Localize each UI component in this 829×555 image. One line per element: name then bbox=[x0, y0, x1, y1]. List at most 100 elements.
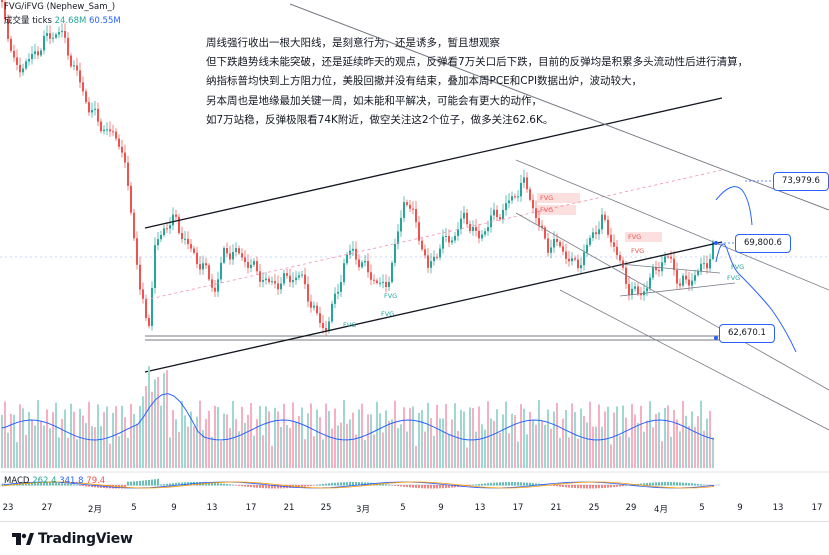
candle-body bbox=[274, 281, 276, 284]
macd-histogram-bar bbox=[208, 482, 210, 486]
candle-body bbox=[439, 248, 441, 258]
macd-histogram-bar bbox=[154, 479, 156, 486]
volume-bar bbox=[181, 401, 183, 468]
volume-bar bbox=[208, 410, 210, 468]
volume-bar bbox=[487, 401, 489, 468]
volume-bar bbox=[163, 373, 165, 468]
candle-body bbox=[334, 293, 336, 304]
macd-histogram-bar bbox=[514, 482, 516, 486]
brand-name: TradingView bbox=[38, 531, 133, 547]
volume-bar bbox=[670, 436, 672, 468]
volume-bar bbox=[133, 414, 135, 468]
volume-bar bbox=[406, 431, 408, 468]
macd-histogram-bar bbox=[1, 484, 3, 486]
candle-body bbox=[211, 279, 213, 288]
candle-body bbox=[118, 138, 120, 147]
price-marker bbox=[714, 241, 718, 245]
volume-bar bbox=[97, 404, 99, 468]
macd-histogram-bar bbox=[358, 482, 360, 486]
volume-bar bbox=[85, 423, 87, 468]
macd-histogram-bar bbox=[706, 485, 708, 486]
macd-histogram-bar bbox=[352, 482, 354, 486]
projection-path bbox=[715, 186, 753, 226]
volume-suffix: ticks bbox=[32, 16, 52, 26]
candle-body bbox=[505, 203, 507, 211]
volume-bar bbox=[586, 422, 588, 468]
macd-histogram-bar bbox=[454, 485, 456, 488]
candle-body bbox=[79, 70, 81, 83]
volume-bar bbox=[574, 412, 576, 468]
macd-histogram-bar bbox=[496, 482, 498, 486]
candle-body bbox=[208, 265, 210, 280]
macd-histogram-bar bbox=[439, 485, 441, 489]
volume-bar bbox=[199, 400, 201, 468]
candle-body bbox=[511, 196, 513, 201]
candle-body bbox=[235, 248, 237, 253]
macd-histogram-bar bbox=[334, 482, 336, 486]
fvg-green-label: FVG bbox=[343, 321, 357, 329]
candle-body bbox=[346, 254, 348, 264]
macd-histogram-bar bbox=[649, 482, 651, 486]
volume-bar bbox=[667, 405, 669, 468]
candle-body bbox=[70, 55, 72, 67]
candle-body bbox=[400, 217, 402, 232]
candle-body bbox=[601, 214, 603, 230]
candle-body bbox=[538, 218, 540, 226]
volume-ma-line bbox=[1, 393, 715, 441]
macd-histogram-bar bbox=[493, 482, 495, 486]
volume-bar bbox=[514, 415, 516, 468]
candle-body bbox=[160, 235, 162, 240]
macd-histogram-bar bbox=[688, 483, 690, 486]
macd-histogram-bar bbox=[58, 482, 60, 486]
macd-signal-line bbox=[1, 481, 715, 489]
macd-histogram-bar bbox=[679, 482, 681, 486]
candle-body bbox=[373, 279, 375, 281]
macd-histogram-bar bbox=[310, 485, 312, 486]
volume-bar bbox=[364, 440, 366, 468]
annotation-line: 纳指标普均快到上方阻力位，美股回撤并没有结束，叠加本周PCE和CPI数据出炉，波… bbox=[206, 75, 643, 88]
volume-bar bbox=[52, 411, 54, 468]
candle-body bbox=[430, 261, 432, 268]
macd-histogram-bar bbox=[73, 484, 75, 486]
tradingview-logo[interactable]: TradingView bbox=[12, 531, 133, 547]
volume-bar bbox=[292, 402, 294, 468]
candle-body bbox=[553, 239, 555, 248]
candle-body bbox=[52, 37, 54, 39]
channel-line bbox=[515, 159, 829, 291]
candle-body bbox=[583, 252, 585, 266]
volume-bar bbox=[367, 414, 369, 468]
volume-bar bbox=[532, 419, 534, 468]
volume-bar bbox=[538, 400, 540, 468]
price-label-upper: 73,979.6 bbox=[773, 172, 829, 191]
macd-histogram-bar bbox=[382, 483, 384, 486]
volume-bar bbox=[505, 401, 507, 468]
volume-bar bbox=[475, 431, 477, 468]
x-tick-label: 13 bbox=[772, 503, 784, 513]
volume-bar bbox=[454, 403, 456, 468]
macd-histogram-bar bbox=[616, 485, 618, 487]
candle-body bbox=[562, 246, 564, 252]
volume-bar bbox=[166, 370, 168, 468]
candle-body bbox=[445, 236, 447, 238]
volume-bar bbox=[118, 436, 120, 468]
volume-bar bbox=[55, 402, 57, 468]
candle-body bbox=[535, 208, 537, 219]
candle-body bbox=[13, 50, 15, 58]
candle-body bbox=[634, 286, 636, 289]
macd-histogram-bar bbox=[298, 485, 300, 488]
x-tick-label: 13 bbox=[206, 503, 218, 513]
volume-bar bbox=[193, 426, 195, 468]
macd-histogram-bar bbox=[604, 485, 606, 488]
x-tick-label: 21 bbox=[550, 503, 562, 513]
volume-bar bbox=[88, 401, 90, 468]
volume-bar bbox=[685, 415, 687, 468]
volume-bar bbox=[160, 405, 162, 468]
macd-value-1: 262.4 bbox=[32, 476, 57, 486]
candle-body bbox=[454, 235, 456, 241]
volume-bar bbox=[649, 401, 651, 468]
macd-label: MACD bbox=[4, 476, 30, 486]
macd-histogram-bar bbox=[442, 485, 444, 489]
volume-bar bbox=[130, 403, 132, 468]
macd-histogram-bar bbox=[361, 482, 363, 486]
candle-body bbox=[586, 244, 588, 253]
